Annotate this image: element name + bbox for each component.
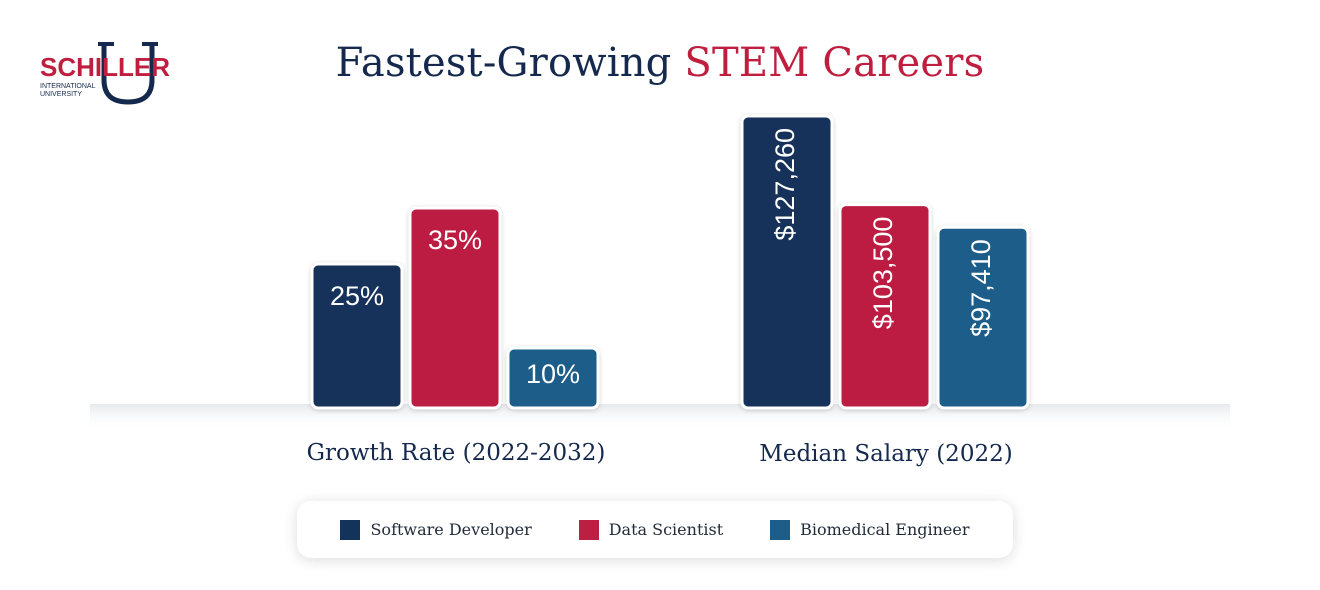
bar-growth-rate-2022-2032--biomedical-engineer [506, 346, 600, 410]
chart-baseline [90, 404, 1230, 430]
logo-wordmark: SCHILLER [40, 52, 170, 82]
schiller-logo: SCHILLER INTERNATIONAL UNIVERSITY [38, 40, 170, 106]
legend-swatch-data-scientist [578, 519, 599, 540]
legend-label-data-scientist: Data Scientist [608, 520, 724, 539]
group-label-salary: Median Salary (2022) [759, 441, 1012, 467]
logo-u-shape [101, 44, 155, 105]
data-label-median-salary-2022--data-scientist: $103,500 [868, 217, 898, 330]
legend-item-data-scientist: Data Scientist [578, 519, 724, 540]
data-label-growth-rate-2022-2032--biomedical-engineer: 10% [526, 359, 580, 389]
legend-swatch-biomedical-engineer [770, 519, 791, 540]
legend-label-software-developer: Software Developer [370, 520, 532, 539]
bar-median-salary-2022--software-developer [740, 114, 834, 410]
data-label-median-salary-2022--biomedical-engineer: $97,410 [966, 239, 996, 337]
logo-graphic: SCHILLER INTERNATIONAL UNIVERSITY [40, 42, 170, 105]
data-label-growth-rate-2022-2032--software-developer: 25% [330, 281, 384, 311]
bar-growth-rate-2022-2032--software-developer [310, 262, 404, 410]
title-part-red: STEM Careers [684, 40, 985, 86]
legend-item-biomedical-engineer: Biomedical Engineer [770, 519, 970, 540]
group-label-growth: Growth Rate (2022-2032) [307, 440, 606, 466]
data-label-growth-rate-2022-2032--data-scientist: 35% [428, 225, 482, 255]
page-title: Fastest-Growing STEM Careers [0, 40, 1320, 86]
legend-item-software-developer: Software Developer [340, 519, 532, 540]
logo-sub-university: UNIVERSITY [40, 91, 82, 98]
chart-legend: Software Developer Data Scientist Biomed… [297, 501, 1013, 558]
legend-swatch-software-developer [340, 519, 361, 540]
data-label-median-salary-2022--software-developer: $127,260 [770, 128, 800, 241]
title-part-dark: Fastest-Growing [335, 40, 672, 86]
legend-label-biomedical-engineer: Biomedical Engineer [800, 520, 970, 539]
bar-median-salary-2022--biomedical-engineer [936, 225, 1030, 410]
bar-growth-rate-2022-2032--data-scientist [408, 206, 502, 410]
bar-median-salary-2022--data-scientist [838, 203, 932, 410]
bar-chart: 25% 35% 10% $127,260 $103,500 $97,410 Growth … [90, 114, 1230, 467]
logo-sub-international: INTERNATIONAL [40, 83, 96, 90]
